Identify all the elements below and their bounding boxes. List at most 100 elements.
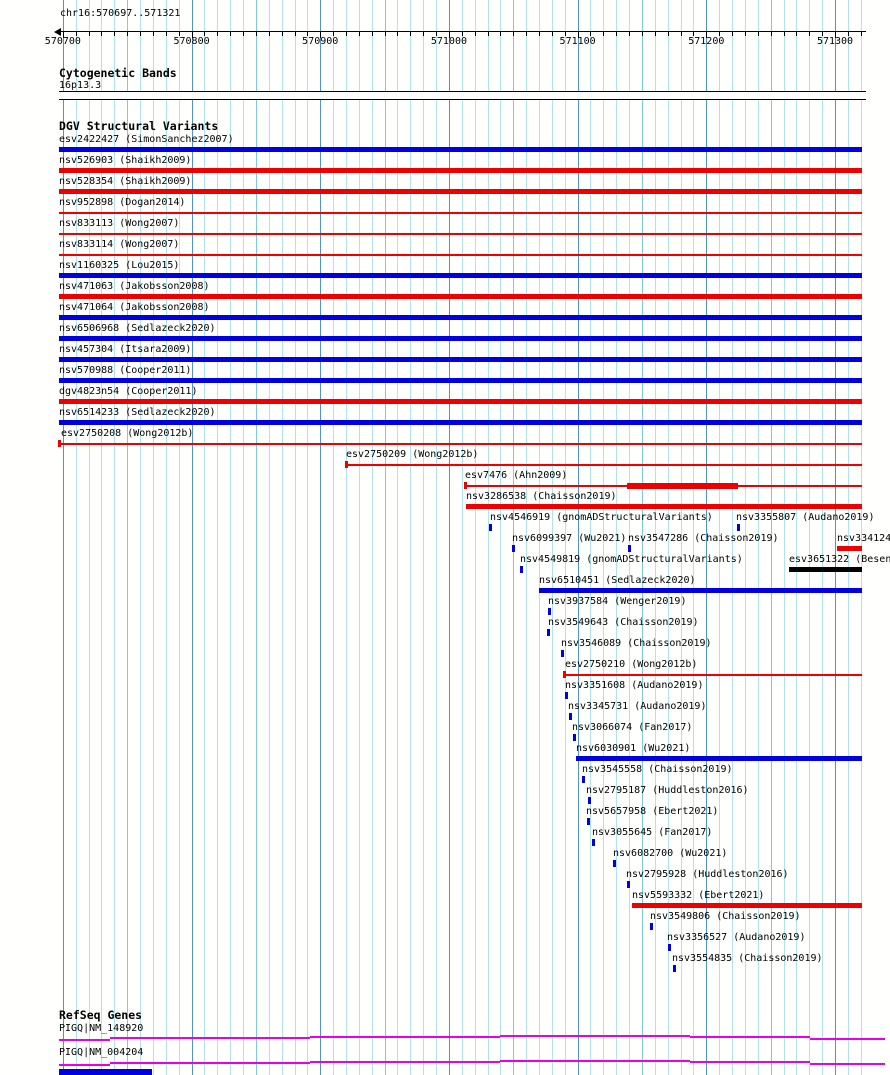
variant-tick[interactable] — [573, 734, 576, 741]
variant-bar[interactable] — [59, 167, 862, 173]
variant-label[interactable]: dgv4823n54 (Cooper2011) — [59, 386, 198, 397]
variant-label[interactable]: nsv471063 (Jakobsson2008) — [59, 281, 210, 292]
variant-label[interactable]: nsv6514233 (Sedlazeck2020) — [59, 407, 216, 418]
variant-tick[interactable] — [650, 923, 653, 930]
variant-label[interactable]: nsv334124 — [837, 533, 890, 544]
gene-model-segment[interactable] — [690, 1036, 810, 1038]
variant-label[interactable]: nsv2795187 (Huddleston2016) — [586, 785, 749, 796]
variant-label[interactable]: nsv3546089 (Chaisson2019) — [561, 638, 712, 649]
variant-bar[interactable] — [59, 146, 862, 152]
variant-tick[interactable] — [547, 629, 550, 636]
variant-bar[interactable] — [466, 503, 862, 509]
variant-label[interactable]: nsv4549819 (gnomADStructuralVariants) — [520, 554, 743, 565]
gene-model-segment[interactable] — [110, 1062, 310, 1064]
variant-label[interactable]: nsv833113 (Wong2007) — [59, 218, 180, 229]
variant-bar[interactable] — [59, 272, 862, 278]
gene-label[interactable]: PIGQ|NM_148920 — [59, 1023, 144, 1034]
variant-tick[interactable] — [737, 524, 740, 531]
variant-label[interactable]: nsv6082700 (Wu2021) — [613, 848, 728, 859]
variant-label[interactable]: esv2750210 (Wong2012b) — [565, 659, 698, 670]
variant-tick[interactable] — [628, 545, 631, 552]
variant-bar[interactable] — [59, 356, 862, 362]
variant-label[interactable]: nsv6510451 (Sedlazeck2020) — [539, 575, 696, 586]
variant-tick[interactable] — [592, 839, 595, 846]
variant-label[interactable]: nsv6506968 (Sedlazeck2020) — [59, 323, 216, 334]
variant-label[interactable]: nsv457304 (Itsara2009) — [59, 344, 192, 355]
variant-label[interactable]: nsv5657958 (Ebert2021) — [586, 806, 719, 817]
gene-model-segment[interactable] — [810, 1038, 885, 1040]
variant-label[interactable]: nsv3937584 (Wenger2019) — [548, 596, 687, 607]
gene-model-segment[interactable] — [500, 1060, 690, 1062]
variant-line[interactable] — [59, 233, 862, 235]
variant-label[interactable]: nsv6099397 (Wu2021) — [512, 533, 627, 544]
variant-bar[interactable] — [59, 314, 862, 320]
variant-bar[interactable] — [576, 755, 862, 761]
variant-label[interactable]: nsv528354 (Shaikh2009) — [59, 176, 192, 187]
gene-model-segment[interactable] — [59, 1064, 110, 1066]
variant-bar[interactable] — [837, 545, 862, 551]
variant-label[interactable]: nsv4546919 (gnomADStructuralVariants) — [490, 512, 713, 523]
variant-tick[interactable] — [520, 566, 523, 573]
variant-label[interactable]: esv3651322 (Besen — [789, 554, 890, 565]
variant-tick[interactable] — [561, 650, 564, 657]
variant-tick[interactable] — [548, 608, 551, 615]
gene-model-segment[interactable] — [310, 1061, 500, 1063]
variant-bar[interactable] — [59, 293, 862, 299]
variant-label[interactable]: esv2750208 (Wong2012b) — [61, 428, 194, 439]
variant-label[interactable]: nsv3286538 (Chaisson2019) — [466, 491, 617, 502]
variant-label[interactable]: nsv3355807 (Audano2019) — [736, 512, 875, 523]
variant-label[interactable]: nsv2795928 (Huddleston2016) — [626, 869, 789, 880]
gene-model-segment[interactable] — [690, 1061, 810, 1063]
variant-bar[interactable] — [59, 419, 862, 425]
variant-label[interactable]: nsv3549806 (Chaisson2019) — [650, 911, 801, 922]
variant-label[interactable]: esv7476 (Ahn2009) — [465, 470, 568, 481]
gene-model-segment[interactable] — [310, 1036, 500, 1038]
variant-line[interactable] — [59, 212, 862, 214]
variant-tick[interactable] — [587, 818, 590, 825]
variant-bar[interactable] — [59, 188, 862, 194]
variant-tick[interactable] — [489, 524, 492, 531]
variant-line[interactable] — [59, 254, 862, 256]
variant-thick-segment[interactable] — [627, 482, 738, 489]
variant-label[interactable]: nsv471064 (Jakobsson2008) — [59, 302, 210, 313]
gene-label[interactable]: PIGQ|NM_004204 — [59, 1047, 144, 1058]
variant-line[interactable] — [346, 464, 862, 466]
variant-tick[interactable] — [512, 545, 515, 552]
variant-line[interactable] — [564, 674, 862, 676]
gene-model-segment[interactable] — [500, 1035, 690, 1037]
variant-bar[interactable] — [59, 398, 862, 404]
variant-label[interactable]: nsv3351608 (Audano2019) — [565, 680, 704, 691]
variant-label[interactable]: nsv3549643 (Chaisson2019) — [548, 617, 699, 628]
variant-label[interactable]: esv2750209 (Wong2012b) — [346, 449, 479, 460]
variant-tick[interactable] — [668, 944, 671, 951]
variant-bar[interactable] — [539, 587, 862, 593]
variant-label[interactable]: nsv3066074 (Fan2017) — [572, 722, 693, 733]
variant-label[interactable]: nsv833114 (Wong2007) — [59, 239, 180, 250]
variant-label[interactable]: nsv526903 (Shaikh2009) — [59, 155, 192, 166]
variant-label[interactable]: nsv570988 (Cooper2011) — [59, 365, 192, 376]
gene-model-segment[interactable] — [59, 1039, 110, 1041]
variant-label[interactable]: nsv3055645 (Fan2017) — [592, 827, 713, 838]
gene-model-segment[interactable] — [810, 1063, 885, 1065]
variant-tick[interactable] — [565, 692, 568, 699]
variant-bar[interactable] — [789, 566, 862, 572]
variant-label[interactable]: nsv1160325 (Lou2015) — [59, 260, 180, 271]
gene-model-segment[interactable] — [110, 1037, 310, 1039]
variant-tick[interactable] — [627, 881, 630, 888]
variant-tick[interactable] — [588, 797, 591, 804]
variant-tick[interactable] — [613, 860, 616, 867]
variant-label[interactable]: nsv3554835 (Chaisson2019) — [672, 953, 823, 964]
variant-bar[interactable] — [59, 335, 862, 341]
variant-tick[interactable] — [582, 776, 585, 783]
variant-label[interactable]: nsv6030901 (Wu2021) — [576, 743, 691, 754]
variant-label[interactable]: esv2422427 (SimonSanchez2007) — [59, 134, 234, 145]
variant-label[interactable]: nsv3545558 (Chaisson2019) — [582, 764, 733, 775]
variant-label[interactable]: nsv5593332 (Ebert2021) — [632, 890, 765, 901]
variant-label[interactable]: nsv952898 (Dogan2014) — [59, 197, 186, 208]
variant-label[interactable]: nsv3345731 (Audano2019) — [568, 701, 707, 712]
cytogenetic-band-box[interactable] — [59, 91, 866, 100]
variant-bar[interactable] — [632, 902, 862, 908]
variant-line[interactable] — [59, 443, 862, 445]
variant-tick[interactable] — [569, 713, 572, 720]
partial-track-bar[interactable] — [59, 1069, 152, 1075]
